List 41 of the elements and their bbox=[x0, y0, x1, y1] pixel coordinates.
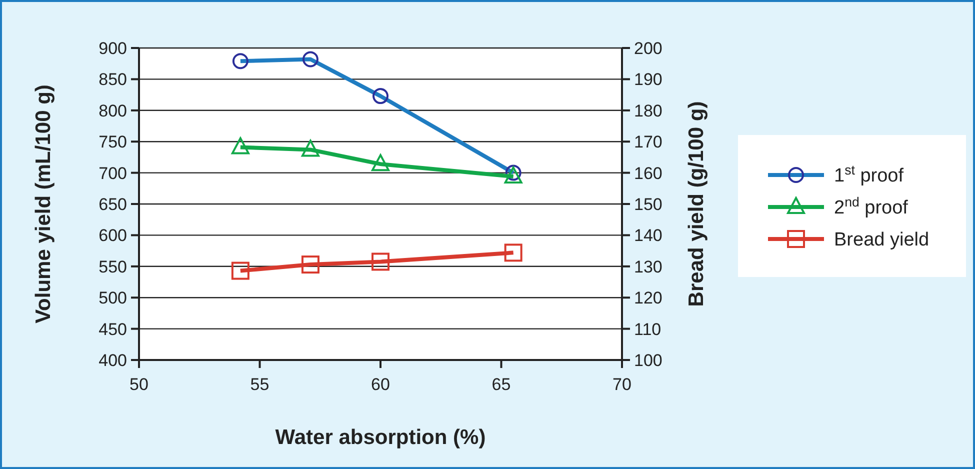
y2-tick-label: 150 bbox=[634, 194, 662, 214]
y-tick-label: 500 bbox=[98, 288, 127, 308]
legend-label: 1$^{st}$ proof bbox=[834, 162, 904, 187]
y2-tick-label: 180 bbox=[634, 101, 662, 120]
y2-axis-title: Bread yield (g/100 g) bbox=[685, 101, 708, 307]
y2-tick-label: 120 bbox=[634, 288, 662, 308]
point bbox=[231, 262, 250, 280]
y2-tick-label: 140 bbox=[634, 226, 662, 246]
y2-tick-label: 160 bbox=[634, 164, 662, 183]
legend-label: Bread yield bbox=[834, 230, 930, 251]
y-tick-label: 550 bbox=[98, 257, 127, 276]
y2-tick-label: 100 bbox=[634, 350, 662, 370]
y-tick-label: 450 bbox=[98, 320, 127, 339]
x-tick-label: 50 bbox=[130, 375, 148, 394]
y-tick-label: 800 bbox=[98, 101, 127, 120]
x-tick-label: 70 bbox=[612, 375, 632, 394]
y-tick-label: 600 bbox=[98, 226, 127, 246]
point bbox=[301, 140, 320, 157]
point bbox=[301, 256, 320, 274]
x-tick-label: 65 bbox=[492, 375, 511, 394]
x-tick-label: 60 bbox=[371, 375, 390, 394]
point bbox=[504, 166, 522, 184]
point bbox=[231, 137, 250, 154]
point bbox=[372, 154, 390, 172]
y-tick-label: 700 bbox=[98, 164, 127, 183]
point bbox=[504, 244, 522, 262]
y-tick-label: 850 bbox=[98, 70, 127, 90]
y2-tick-label: 200 bbox=[634, 38, 662, 58]
y2-tick-label: 170 bbox=[634, 132, 662, 152]
x-axis-title: Water absorption (%) bbox=[275, 426, 486, 449]
y-tick-label: 400 bbox=[98, 350, 127, 370]
legend-label: 2$^{nd}$ proof bbox=[834, 194, 909, 219]
y2-tick-label: 130 bbox=[634, 257, 662, 276]
y2-tick-label: 190 bbox=[634, 70, 662, 90]
point bbox=[372, 252, 390, 271]
y-tick-label: 900 bbox=[98, 38, 127, 58]
y2-tick-label: 110 bbox=[634, 320, 662, 339]
y-axis-title: Volume yield (mL/100 g) bbox=[32, 84, 55, 324]
y-tick-label: 750 bbox=[98, 132, 127, 152]
x-tick-label: 55 bbox=[250, 375, 270, 394]
y-tick-label: 650 bbox=[98, 194, 127, 214]
